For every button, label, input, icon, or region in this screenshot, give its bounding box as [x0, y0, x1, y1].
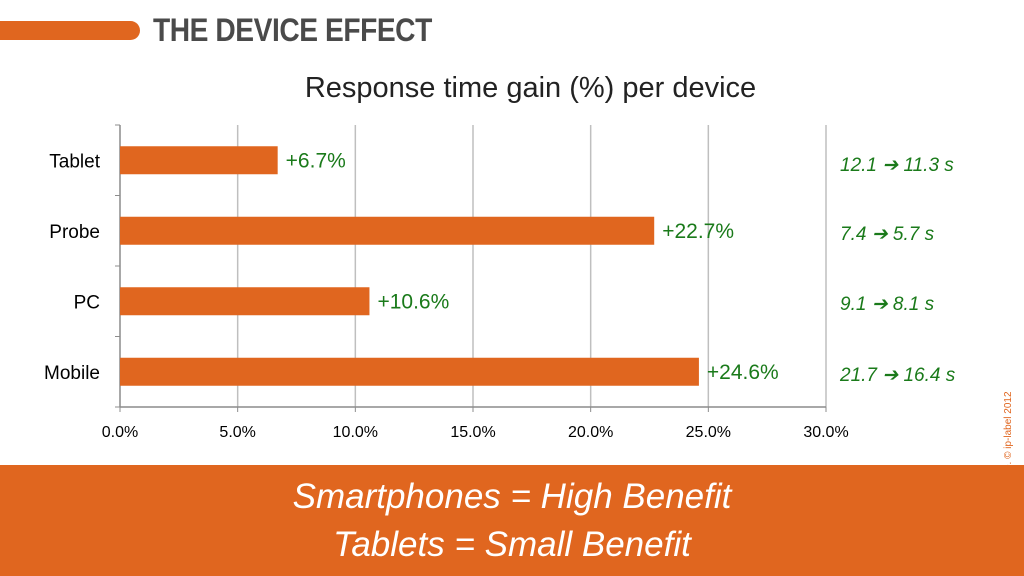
banner-line-1: Smartphones = High Benefit	[292, 476, 732, 516]
bar-tablet	[120, 146, 278, 175]
data-label: +22.7%	[662, 220, 734, 243]
response-time-note: 21.7 ➔ 16.4 s	[840, 364, 956, 386]
title-accent-bar	[0, 21, 140, 40]
response-time-note: 12.1 ➔ 11.3 s	[840, 155, 954, 177]
copyright-notice: e. © ip-label 2012	[1003, 391, 1014, 470]
bar-probe	[120, 216, 655, 245]
response-time-note: 7.4 ➔ 5.7 s	[840, 223, 935, 245]
banner-line-2: Tablets = Small Benefit	[333, 524, 691, 564]
chart-title: Response time gain (%) per device	[304, 72, 757, 104]
category-label: Tablet	[49, 151, 100, 172]
x-tick-label: 15.0%	[450, 424, 495, 441]
x-tick-label: 20.0%	[568, 424, 613, 441]
x-tick-label: 10.0%	[333, 424, 378, 441]
data-label: +10.6%	[377, 290, 449, 313]
conclusion-banner: Smartphones = High Benefit Tablets = Sma…	[0, 465, 1024, 576]
category-label: Probe	[49, 222, 100, 243]
x-tick-label: 5.0%	[219, 424, 255, 441]
bar-pc	[120, 287, 370, 316]
x-tick-label: 30.0%	[803, 424, 848, 441]
response-time-note: 9.1 ➔ 8.1 s	[840, 294, 935, 316]
data-label: +6.7%	[286, 149, 346, 172]
x-tick-label: 25.0%	[686, 424, 731, 441]
bar-mobile	[120, 357, 699, 386]
x-tick-label: 0.0%	[102, 424, 138, 441]
bar-chart: 0.0% 5.0% 10.0% 15.0% 20.0% 25.0% 30.0% Tablet +…	[44, 124, 849, 441]
slide-title: THE DEVICE EFFECT	[153, 12, 432, 48]
category-label: PC	[74, 292, 100, 313]
category-label: Mobile	[44, 363, 100, 384]
data-label: +24.6%	[707, 361, 779, 384]
